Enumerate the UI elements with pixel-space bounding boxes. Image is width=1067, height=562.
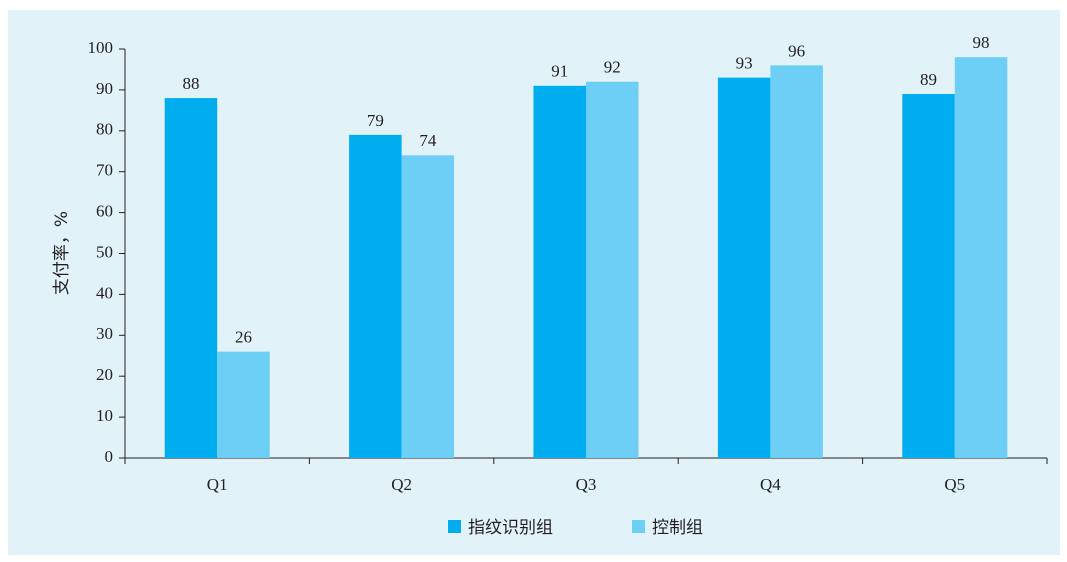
x-tick-label: Q3 [576, 475, 597, 494]
bar [349, 134, 402, 458]
data-label: 26 [235, 328, 252, 347]
y-tick-label: 50 [96, 242, 113, 261]
x-tick-label: Q1 [207, 475, 228, 494]
bar [217, 351, 270, 458]
bar [954, 57, 1008, 459]
legend-swatch [448, 520, 461, 533]
y-tick-label: 20 [96, 365, 113, 384]
y-tick-label: 70 [96, 161, 113, 180]
data-label: 93 [736, 54, 753, 73]
y-tick-label: 60 [96, 202, 113, 221]
y-axis-label: 支付率，% [52, 211, 72, 295]
bar [533, 85, 586, 458]
y-tick-label: 30 [96, 324, 113, 343]
x-tick-label: Q5 [944, 475, 965, 494]
bar [586, 81, 639, 458]
x-tick-label: Q2 [391, 475, 412, 494]
x-tick-label: Q4 [760, 475, 781, 494]
legend-swatch [632, 520, 645, 533]
y-tick-label: 80 [96, 120, 113, 139]
bar [164, 98, 218, 458]
y-tick-label: 0 [105, 447, 114, 466]
data-label: 91 [551, 62, 568, 81]
data-label: 89 [920, 70, 937, 89]
data-label: 88 [182, 74, 199, 93]
y-tick-label: 90 [96, 79, 113, 98]
y-tick-label: 100 [88, 38, 114, 57]
legend-label: 指纹识别组 [468, 518, 553, 538]
bar [902, 93, 955, 459]
data-label: 96 [788, 41, 805, 60]
data-label: 74 [419, 131, 437, 150]
bar [717, 77, 771, 458]
data-label: 92 [604, 58, 621, 77]
legend-label: 控制组 [652, 518, 703, 538]
y-tick-label: 40 [96, 283, 113, 302]
y-tick-label: 10 [96, 406, 113, 425]
bar [401, 155, 455, 458]
data-label: 98 [973, 33, 990, 52]
bar [770, 65, 823, 459]
data-label: 79 [367, 111, 384, 130]
